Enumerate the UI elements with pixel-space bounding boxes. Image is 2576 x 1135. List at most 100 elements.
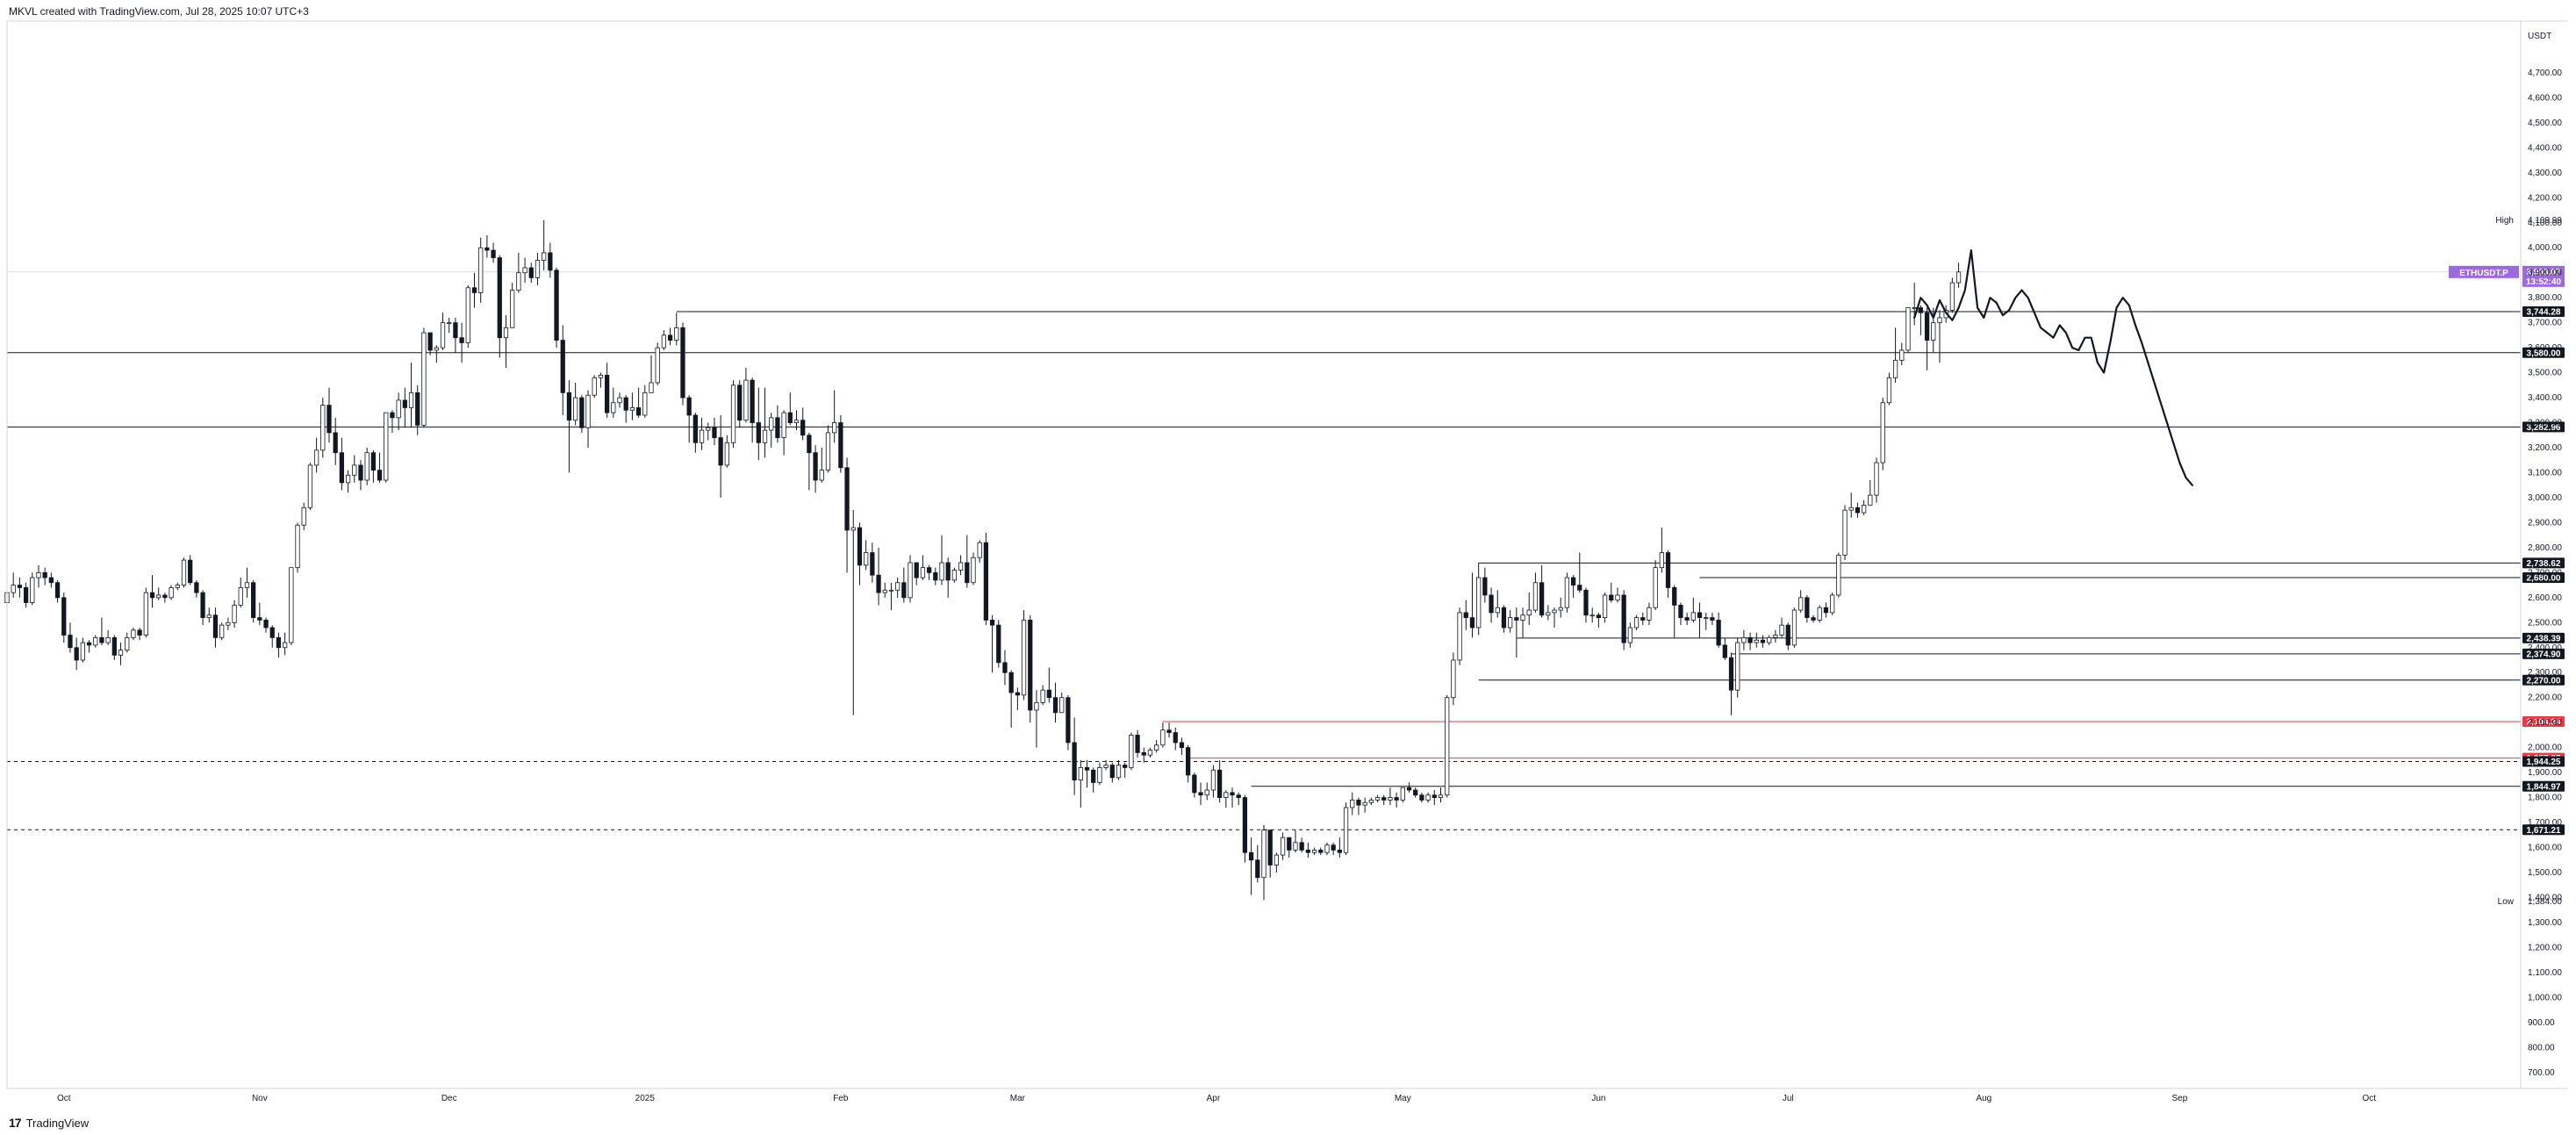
candle-body — [1236, 794, 1241, 798]
candle — [933, 567, 938, 585]
candle — [1526, 593, 1532, 626]
candle-body — [1697, 612, 1703, 619]
candle — [1710, 612, 1715, 626]
candle-body — [1381, 797, 1387, 801]
candle-body — [756, 422, 761, 443]
candle-body — [269, 627, 275, 638]
candle-body — [1798, 597, 1804, 611]
candle-body — [1526, 609, 1532, 616]
candle — [706, 422, 711, 441]
candle — [617, 392, 622, 408]
candle — [194, 579, 199, 598]
candle-body — [1040, 689, 1045, 703]
level-tag — [2522, 572, 2565, 584]
candle-body — [1615, 594, 1620, 601]
candle — [345, 470, 351, 493]
price-tick-label: 1,100.00 — [2528, 968, 2562, 978]
candle — [1210, 765, 1216, 798]
candle — [1577, 552, 1582, 593]
candle-body — [510, 290, 515, 328]
candle-body — [598, 375, 604, 378]
candle-body — [1343, 807, 1349, 853]
candle — [1451, 652, 1456, 706]
price-axis: USDT 700.00 800.00 900.00 1,000.00 1,100.00 1,… — [2495, 21, 2562, 1088]
candle — [1204, 782, 1209, 801]
candle-body — [301, 506, 306, 526]
candle-body — [1482, 577, 1488, 596]
price-tick-label: 3,200.00 — [2528, 443, 2562, 453]
candle — [951, 567, 958, 583]
symbol-tag-label: ETHUSDT.P — [2459, 269, 2508, 278]
candle-body — [1066, 697, 1071, 743]
candle — [447, 317, 452, 334]
price-tick-label: 3,000.00 — [2528, 493, 2562, 503]
candle — [1438, 787, 1444, 803]
candle — [604, 363, 610, 418]
price-tick-label: 2,800.00 — [2528, 543, 2562, 553]
candle — [1299, 837, 1304, 853]
candle-body — [592, 377, 597, 396]
candle-body — [1425, 794, 1431, 801]
level-tag-label: 2,374.90 — [2527, 650, 2561, 659]
candle — [1855, 502, 1861, 518]
time-tick-label: Jun — [1591, 1094, 1605, 1103]
candle — [1242, 794, 1248, 863]
candle — [857, 522, 863, 585]
candle-body — [1564, 577, 1570, 608]
candle-body — [535, 260, 541, 278]
price-tick-label: 2,400.00 — [2528, 643, 2562, 653]
candle — [23, 582, 29, 608]
candle-body — [1179, 742, 1185, 749]
candle — [1861, 499, 1867, 515]
candle-body — [1419, 794, 1424, 801]
candle — [1830, 593, 1835, 615]
candle — [983, 532, 989, 626]
candle — [1350, 792, 1355, 815]
candle — [1817, 605, 1822, 623]
candle-body — [800, 420, 806, 436]
candle — [813, 445, 818, 493]
candle-body — [307, 464, 313, 508]
candle-body — [377, 470, 383, 481]
candle-body — [352, 464, 357, 476]
time-tick-label: Jul — [1783, 1094, 1794, 1103]
candle — [1109, 762, 1115, 783]
candle-body — [390, 412, 395, 419]
candle — [1836, 552, 1841, 598]
candle — [86, 640, 92, 653]
candle — [440, 312, 446, 350]
candle-body — [1318, 849, 1324, 853]
price-tick-label: 2,100.00 — [2528, 718, 2562, 728]
candle-body — [421, 332, 427, 426]
candle-body — [522, 267, 527, 274]
candle-body — [169, 587, 174, 599]
candle-body — [320, 405, 326, 451]
candle — [421, 327, 427, 428]
candle — [1754, 632, 1759, 648]
level-tag — [2522, 824, 2565, 836]
candle-body — [1489, 594, 1494, 614]
candle — [1216, 759, 1223, 803]
candle — [1798, 590, 1804, 613]
candle — [427, 332, 433, 356]
candle-body — [542, 252, 547, 261]
candle — [1892, 327, 1898, 383]
candle-body — [1836, 555, 1841, 596]
level-tag — [2522, 674, 2565, 686]
candle-body — [1785, 624, 1790, 646]
candle — [1690, 597, 1696, 623]
candle-body — [1337, 849, 1342, 853]
candle-body — [1861, 505, 1867, 514]
candle — [775, 405, 780, 443]
candle — [692, 413, 698, 453]
candle — [1811, 614, 1816, 623]
candle-body — [1356, 800, 1361, 806]
candle-body — [706, 427, 711, 431]
candle — [390, 410, 395, 433]
candle — [99, 617, 104, 645]
candle — [503, 315, 509, 368]
candle-body — [1293, 842, 1298, 851]
candle — [598, 372, 604, 388]
candle-body — [1141, 751, 1146, 756]
